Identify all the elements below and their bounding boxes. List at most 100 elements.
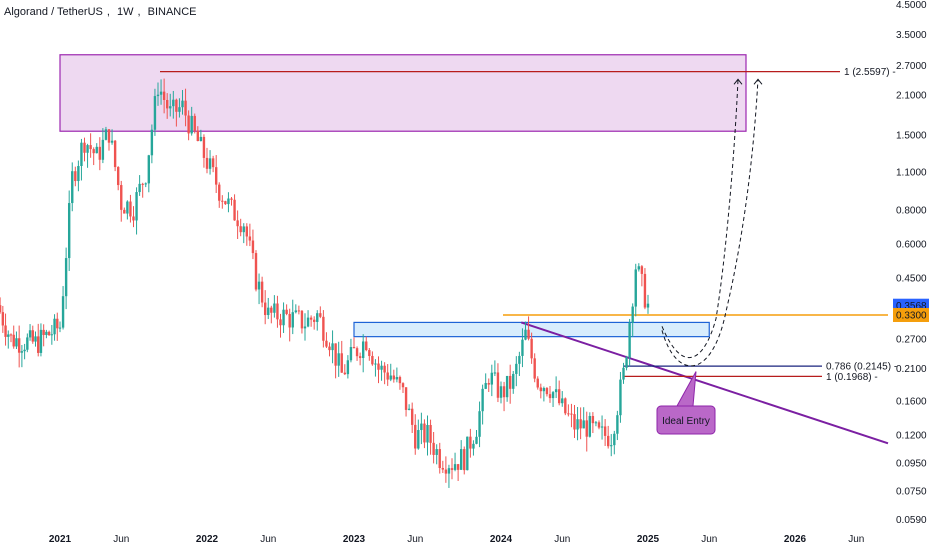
candle-body <box>582 420 585 429</box>
candle-body <box>576 419 579 430</box>
candle-body <box>205 157 209 169</box>
candle-body <box>58 327 62 329</box>
candle <box>554 376 558 399</box>
projection-path-a <box>661 79 739 358</box>
candle-body <box>316 313 319 322</box>
candle <box>365 336 368 352</box>
candle <box>508 364 512 404</box>
candle <box>83 137 86 162</box>
candle-body <box>221 200 224 202</box>
candle <box>435 444 438 465</box>
candle-body <box>12 334 15 347</box>
candle <box>187 110 190 141</box>
candle-body <box>459 449 463 470</box>
candle-body <box>236 220 239 227</box>
candle <box>233 194 236 221</box>
candle <box>570 403 573 428</box>
candle <box>257 273 261 305</box>
candle-body <box>53 318 56 335</box>
candle-body <box>616 415 619 434</box>
candle <box>518 351 521 376</box>
candle-body <box>80 142 83 166</box>
candle <box>637 263 641 272</box>
candle <box>64 247 68 310</box>
fib-label-low: 1 (0.1968) - <box>826 372 878 383</box>
candle <box>567 404 570 417</box>
candle <box>53 314 56 341</box>
candle-body <box>603 426 607 436</box>
candle <box>447 464 451 488</box>
candle-body <box>374 363 377 365</box>
y-tick-label: 0.4500 <box>896 274 927 285</box>
candle <box>533 353 536 383</box>
x-tick-label: Jun <box>848 534 864 545</box>
candle <box>466 436 469 471</box>
candle-body <box>463 449 466 471</box>
candle <box>319 306 322 319</box>
candle <box>478 401 481 448</box>
annotation-box <box>656 405 716 435</box>
candle <box>199 129 203 142</box>
interval[interactable]: 1W <box>116 6 134 18</box>
candle-body <box>61 296 65 328</box>
candle-body <box>9 334 13 336</box>
x-tick-label: 2022 <box>196 534 219 545</box>
candle <box>512 371 515 394</box>
level-price-badge <box>893 307 929 322</box>
candle <box>453 452 457 472</box>
candle <box>316 310 319 331</box>
y-tick-label: 0.6000 <box>896 239 927 250</box>
candle-body <box>254 253 258 290</box>
candle <box>165 93 169 119</box>
candle-body <box>619 379 622 416</box>
candle <box>120 180 123 222</box>
candle-body <box>42 329 45 335</box>
candle <box>444 456 448 483</box>
candle-body <box>567 413 570 415</box>
candle-body <box>28 330 32 338</box>
candle <box>276 295 279 328</box>
candle <box>0 297 2 314</box>
candle-body <box>260 281 264 303</box>
candle <box>279 313 282 338</box>
candle <box>392 369 396 383</box>
candle-body <box>165 99 169 109</box>
candle-body <box>591 416 595 424</box>
y-tick-label: 0.0750 <box>896 486 927 497</box>
candle <box>162 78 166 114</box>
candle-body <box>469 436 472 449</box>
candle-body <box>159 91 163 95</box>
candle <box>463 446 466 475</box>
candle <box>472 440 475 456</box>
candle <box>312 316 316 330</box>
candle <box>50 324 54 345</box>
symbol-name[interactable]: Algorand / TetherUS <box>4 6 103 18</box>
candle <box>116 166 120 191</box>
candle <box>239 218 242 237</box>
candle <box>505 375 509 402</box>
candle-body <box>138 183 141 193</box>
candle <box>95 143 98 154</box>
candle-body <box>218 184 221 201</box>
candle <box>144 182 147 188</box>
candle <box>248 223 252 247</box>
candle-body <box>573 414 576 430</box>
x-tick-label: Jun <box>407 534 423 545</box>
candle <box>438 442 441 474</box>
candle-body <box>487 383 490 385</box>
candle <box>291 299 294 335</box>
y-tick-label: 0.2100 <box>896 364 927 375</box>
candle-body <box>39 329 43 353</box>
candle-body <box>74 171 77 182</box>
candle <box>340 340 343 373</box>
candle-body <box>190 115 193 134</box>
x-tick-label: Jun <box>260 534 276 545</box>
candle <box>196 126 200 142</box>
candle-body <box>26 337 29 350</box>
candle <box>502 381 506 412</box>
candle-body <box>169 106 172 109</box>
candle <box>371 351 374 366</box>
candle-body <box>135 192 138 221</box>
candle <box>169 93 172 117</box>
